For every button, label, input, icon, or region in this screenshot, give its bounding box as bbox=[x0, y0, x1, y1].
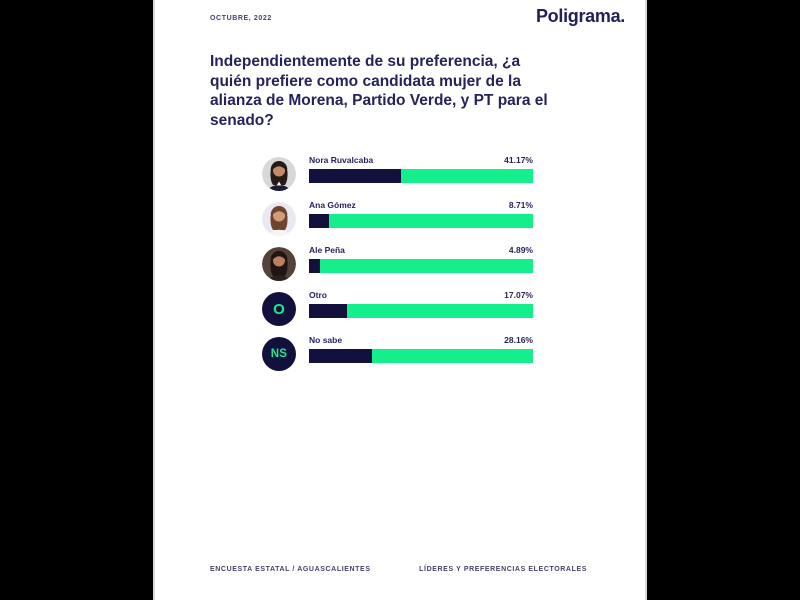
avatar-initials-badge-otro: O bbox=[262, 292, 296, 326]
bar-fill bbox=[309, 349, 373, 363]
candidate-name: Otro bbox=[309, 290, 327, 300]
person-portrait-icon bbox=[262, 202, 296, 236]
bar-row-ale-pena: Ale Peña 4.89% bbox=[155, 242, 645, 287]
candidate-name: Ale Peña bbox=[309, 245, 345, 255]
bar-track bbox=[309, 349, 533, 363]
bar-row-ana-gomez: Ana Gómez 8.71% bbox=[155, 197, 645, 242]
percentage-label: 8.71% bbox=[508, 200, 533, 210]
percentage-label: 28.16% bbox=[504, 335, 533, 345]
percentage-label: 17.07% bbox=[504, 290, 533, 300]
bar-row-otro: O Otro 17.07% bbox=[155, 287, 645, 332]
bar-fill bbox=[309, 259, 320, 273]
footer-survey-label: ENCUESTA ESTATAL / AGUASCALIENTES bbox=[210, 566, 371, 573]
report-card: OCTUBRE, 2022 Poligrama. Independienteme… bbox=[153, 0, 647, 600]
bar-track bbox=[309, 214, 533, 228]
percentage-label: 41.17% bbox=[504, 155, 533, 165]
question-title-line-1: Independientemente de su preferencia, ¿a bbox=[210, 53, 521, 70]
avatar-initials-badge-no-sabe: NS bbox=[262, 337, 296, 371]
person-portrait-icon bbox=[262, 247, 296, 281]
candidate-name: Nora Ruvalcaba bbox=[309, 155, 374, 165]
question-title: Independientemente de su preferencia, ¿a… bbox=[210, 52, 620, 130]
bar-row-nora-ruvalcaba: Nora Ruvalcaba 41.17% bbox=[155, 152, 645, 197]
bar-track bbox=[309, 259, 533, 273]
avatar-photo-ana-gomez bbox=[262, 202, 296, 236]
footer-section-label: LÍDERES Y PREFERENCIAS ELECTORALES bbox=[419, 566, 587, 573]
avatar-photo-nora-ruvalcaba bbox=[262, 157, 296, 191]
bar-track bbox=[309, 169, 533, 183]
bar-track bbox=[309, 304, 533, 318]
person-portrait-icon bbox=[262, 157, 296, 191]
bar-fill bbox=[309, 304, 348, 318]
question-title-line-3: alianza de Morena, Partido Verde, y PT p… bbox=[210, 92, 548, 109]
bar-fill bbox=[309, 169, 402, 183]
poligrama-logo: Poligrama. bbox=[535, 6, 625, 26]
bar-fill bbox=[309, 214, 329, 228]
question-title-line-4: senado? bbox=[210, 111, 274, 129]
avatar-photo-ale-pena bbox=[262, 247, 296, 281]
candidate-name: Ana Gómez bbox=[309, 200, 356, 210]
question-title-line-2: quién prefiere como candidata mujer de l… bbox=[210, 72, 521, 90]
report-date: OCTUBRE, 2022 bbox=[210, 15, 272, 22]
candidate-name: No sabe bbox=[309, 335, 343, 345]
bar-row-no-sabe: NS No sabe 28.16% bbox=[155, 332, 645, 377]
percentage-label: 4.89% bbox=[508, 245, 533, 255]
